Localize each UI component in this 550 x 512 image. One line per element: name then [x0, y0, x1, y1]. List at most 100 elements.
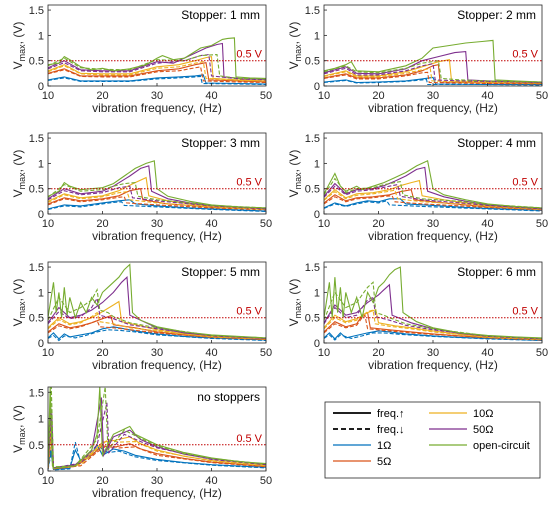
series-r5-down [324, 195, 542, 211]
y-tick-label: 1.5 [29, 133, 44, 145]
y-tick-label: 1.5 [29, 387, 44, 399]
series-r50-down [324, 183, 542, 210]
x-tick-label: 20 [96, 90, 108, 102]
threshold-label: 0.5 V [236, 433, 262, 445]
y-axis-label: Vmax, (V) [11, 22, 27, 70]
panel-title: no stoppers [197, 390, 260, 404]
x-tick-label: 50 [536, 347, 548, 359]
x-tick-label: 30 [151, 475, 163, 487]
y-axis-label: Vmax, (V) [287, 150, 303, 198]
x-tick-label: 30 [427, 347, 439, 359]
x-tick-label: 30 [151, 90, 163, 102]
y-tick-label: 1.5 [305, 262, 320, 274]
y-tick-label: 0 [38, 81, 44, 93]
series-r1-up [324, 330, 542, 342]
x-tick-label: 50 [260, 218, 272, 230]
x-tick-label: 10 [42, 90, 54, 102]
legend-entry-freq-up: freq.↑ [333, 408, 405, 420]
panel-title: Stopper: 4 mm [457, 136, 536, 150]
series-r1-down [48, 75, 266, 86]
y-tick-label: 0.5 [29, 184, 44, 196]
series-r50-down [48, 185, 266, 210]
series-oc-up [48, 160, 266, 209]
series-oc-down [324, 177, 542, 209]
y-tick-label: 1 [314, 30, 320, 42]
panel-6: 0.5 V 10 20 30 40 50 0 0.5 1 1.5 vibration frequen… [287, 261, 548, 372]
series-r5-down [48, 196, 266, 211]
x-tick-label: 20 [372, 90, 384, 102]
y-tick-label: 1 [38, 287, 44, 299]
y-tick-label: 1.5 [305, 133, 320, 145]
legend-entry-r1: 1Ω [333, 440, 391, 452]
series-r50-down [324, 63, 542, 84]
series-r1-down [48, 201, 266, 213]
x-tick-label: 20 [372, 347, 384, 359]
x-tick-label: 10 [318, 90, 330, 102]
x-tick-label: 10 [42, 347, 54, 359]
y-tick-label: 1 [38, 30, 44, 42]
x-tick-label: 10 [42, 218, 54, 230]
x-tick-label: 20 [96, 347, 108, 359]
y-axis-label: Vmax, (V) [11, 405, 27, 453]
series-r5-down [324, 71, 542, 85]
x-tick-label: 20 [372, 218, 384, 230]
y-axis-label: Vmax, (V) [11, 279, 27, 327]
x-axis-label: vibration frequency, (Hz) [368, 101, 498, 115]
series-r5-up [48, 314, 266, 341]
y-axis-label: Vmax, (V) [287, 279, 303, 327]
x-tick-label: 40 [205, 90, 217, 102]
y-axis-label: Vmax, (V) [11, 150, 27, 198]
series-r50-up [48, 397, 266, 469]
x-tick-label: 50 [260, 475, 272, 487]
panel-title: Stopper: 3 mm [181, 136, 260, 150]
panel-3: 0.5 V 10 20 30 40 50 0 0.5 1 1.5 vibration frequen… [11, 132, 272, 243]
x-tick-label: 30 [151, 218, 163, 230]
x-tick-label: 50 [260, 90, 272, 102]
series-oc-down [48, 54, 266, 80]
y-tick-label: 0 [38, 466, 44, 478]
series-r1-down [324, 200, 542, 212]
x-tick-label: 50 [536, 218, 548, 230]
series-oc-up [48, 37, 266, 79]
series-r10-up [48, 300, 266, 340]
series-r10-up [48, 55, 266, 82]
threshold-label: 0.5 V [236, 49, 262, 61]
series-r50-down [324, 296, 542, 340]
series-oc-down [324, 281, 542, 339]
y-tick-label: 1 [38, 414, 44, 426]
panel-title: Stopper: 5 mm [181, 265, 260, 279]
y-tick-label: 0.5 [305, 313, 320, 325]
series-r50-down [48, 53, 266, 81]
y-tick-label: 0.5 [29, 440, 44, 452]
series-r1-down [48, 329, 266, 342]
series-oc-down [48, 288, 266, 339]
x-tick-label: 40 [481, 90, 493, 102]
x-tick-label: 50 [260, 347, 272, 359]
series-oc-up [48, 263, 266, 339]
series-r10-down [48, 191, 266, 210]
x-tick-label: 40 [205, 347, 217, 359]
legend-label: 1Ω [377, 440, 391, 452]
x-tick-label: 20 [96, 218, 108, 230]
legend-label: 5Ω [377, 456, 391, 468]
legend-label: freq.↓ [377, 424, 405, 436]
x-tick-label: 10 [42, 475, 54, 487]
x-tick-label: 30 [427, 218, 439, 230]
y-tick-label: 1 [314, 287, 320, 299]
series-r10-down [324, 309, 542, 341]
y-tick-label: 0.5 [29, 56, 44, 68]
panel-title: Stopper: 2 mm [457, 8, 536, 22]
series-r50-up [324, 166, 542, 209]
series-oc-down [48, 182, 266, 209]
legend-frame [324, 401, 541, 479]
series-oc-up [324, 160, 542, 209]
y-axis-label: Vmax, (V) [287, 22, 303, 70]
x-tick-label: 50 [536, 90, 548, 102]
legend-entry-r10: 10Ω [429, 408, 493, 420]
legend-label: freq.↑ [377, 408, 405, 420]
y-tick-label: 0.5 [305, 184, 320, 196]
threshold-label: 0.5 V [512, 306, 538, 318]
x-tick-label: 40 [481, 218, 493, 230]
legend-label: 50Ω [473, 424, 493, 436]
